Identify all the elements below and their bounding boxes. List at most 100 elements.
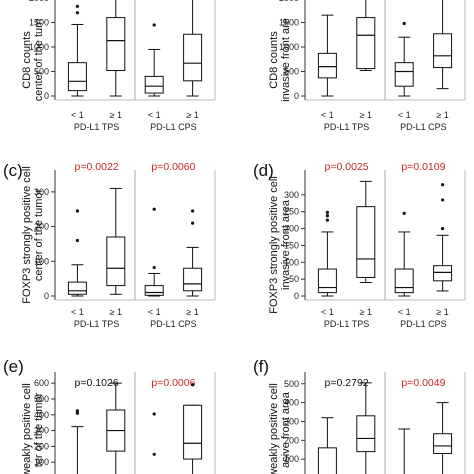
y-tick-label: 1000: [279, 42, 299, 52]
x-category-label: < 1: [321, 307, 334, 317]
y-axis-label-line2: center of the tum: [33, 19, 45, 102]
x-group-label: PD-L1 CPS: [150, 319, 197, 329]
x-category-label: ≥ 1: [360, 307, 372, 317]
box-2: [356, 0, 376, 72]
x-group-label: PD-L1 TPS: [74, 319, 119, 329]
box-3: [394, 21, 414, 97]
y-tick-label: 1000: [29, 42, 49, 52]
outlier-point: [152, 412, 156, 416]
outlier-point: [75, 11, 79, 15]
iqr-box: [317, 447, 337, 474]
outlier-point: [75, 238, 79, 243]
y-tick-label: 500: [284, 67, 299, 77]
x-category-label: < 1: [398, 307, 411, 317]
chart-panel-6: 100 200 300 400 500 weakly positive cell asive…: [253, 357, 466, 474]
p-value-label: p=0.0060: [151, 161, 195, 173]
box-1: [71, 409, 84, 474]
iqr-box: [317, 52, 337, 79]
outlier-point: [152, 23, 156, 27]
y-axis-label-line1: FOXP3 strongly positive cell: [21, 166, 33, 304]
p-value-label: p=0.0022: [75, 161, 119, 173]
p-value-label: p=0.2792: [325, 377, 369, 389]
iqr-box: [394, 268, 414, 294]
iqr-box: [433, 433, 453, 455]
box-1: [317, 210, 337, 297]
x-category-label: ≥ 1: [110, 110, 122, 120]
x-category-label: ≥ 1: [186, 110, 198, 120]
iqr-box: [106, 17, 126, 72]
outlier-point: [191, 209, 195, 213]
y-tick-label: 100: [34, 457, 49, 467]
y-tick-label: 250: [284, 207, 299, 217]
y-axis-label-line1: CD8 counts: [268, 31, 280, 89]
y-tick-label: 200: [284, 224, 299, 234]
x-group-label: PD-L1 TPS: [324, 319, 369, 329]
chart-panel-4: 0 50 100 150 200 250 300 FOXP3 strongly positiv…: [253, 161, 466, 329]
box-2: [356, 382, 376, 474]
x-category-label: < 1: [71, 307, 84, 317]
outlier-point: [191, 221, 195, 225]
y-axis-label-line1: weakly positive cell: [268, 383, 280, 474]
box-1: [317, 14, 337, 97]
x-category-label: < 1: [148, 110, 161, 120]
y-tick-label: 500: [34, 67, 49, 77]
iqr-box: [67, 281, 87, 295]
iqr-box: [183, 33, 203, 82]
y-tick-label: 100: [284, 454, 299, 464]
x-category-label: < 1: [398, 110, 411, 120]
box-2: [106, 0, 126, 97]
iqr-box: [356, 206, 376, 278]
outlier-point: [441, 198, 445, 202]
y-tick-label: 2000: [279, 0, 299, 3]
x-category-label: ≥ 1: [360, 110, 372, 120]
y-tick-label: 2000: [29, 0, 49, 3]
y-tick-label: 300: [284, 416, 299, 426]
x-group-label: PD-L1 TPS: [74, 122, 119, 132]
outlier-point: [75, 209, 79, 213]
outlier-point: [75, 4, 79, 8]
box-4: [183, 383, 203, 474]
outlier-point: [325, 214, 329, 218]
iqr-box: [106, 236, 126, 287]
outlier-point: [402, 211, 406, 215]
box-3: [144, 23, 164, 97]
panel-label: (f): [253, 357, 269, 376]
box-3: [152, 412, 156, 456]
iqr-box: [183, 267, 203, 292]
box-1: [317, 417, 337, 474]
y-tick-label: 100: [34, 256, 49, 266]
box-3: [394, 211, 414, 297]
y-tick-label: 500: [34, 394, 49, 404]
y-tick-label: 600: [34, 378, 49, 388]
x-category-label: ≥ 1: [436, 110, 448, 120]
y-tick-label: 0: [44, 291, 49, 301]
p-value-label: p=0.0025: [325, 161, 369, 173]
y-tick-label: 100: [284, 257, 299, 267]
x-group-label: PD-L1 CPS: [400, 122, 447, 132]
iqr-box: [433, 265, 453, 282]
y-axis-label-line2: center of the tumor: [33, 189, 45, 282]
iqr-box: [394, 62, 414, 87]
box-3: [144, 207, 164, 297]
x-group-label: PD-L1 CPS: [400, 319, 447, 329]
x-category-label: ≥ 1: [186, 307, 198, 317]
y-tick-label: 400: [34, 410, 49, 420]
y-tick-label: 500: [284, 379, 299, 389]
y-tick-label: 400: [284, 398, 299, 408]
box-2: [356, 180, 376, 284]
y-tick-label: 1500: [279, 18, 299, 28]
y-tick-label: 0: [44, 91, 49, 101]
box-2: [106, 187, 126, 295]
y-axis-label-line2: ter of the tumor: [33, 392, 45, 467]
outlier-point: [152, 207, 156, 211]
x-category-label: < 1: [148, 307, 161, 317]
y-tick-label: 200: [284, 435, 299, 445]
y-tick-label: 200: [34, 441, 49, 451]
p-value-label: p=0.1026: [75, 377, 119, 389]
chart-panel-5: 0100200300400500600weakly positive cellt…: [3, 357, 216, 474]
box-4: [183, 0, 203, 97]
